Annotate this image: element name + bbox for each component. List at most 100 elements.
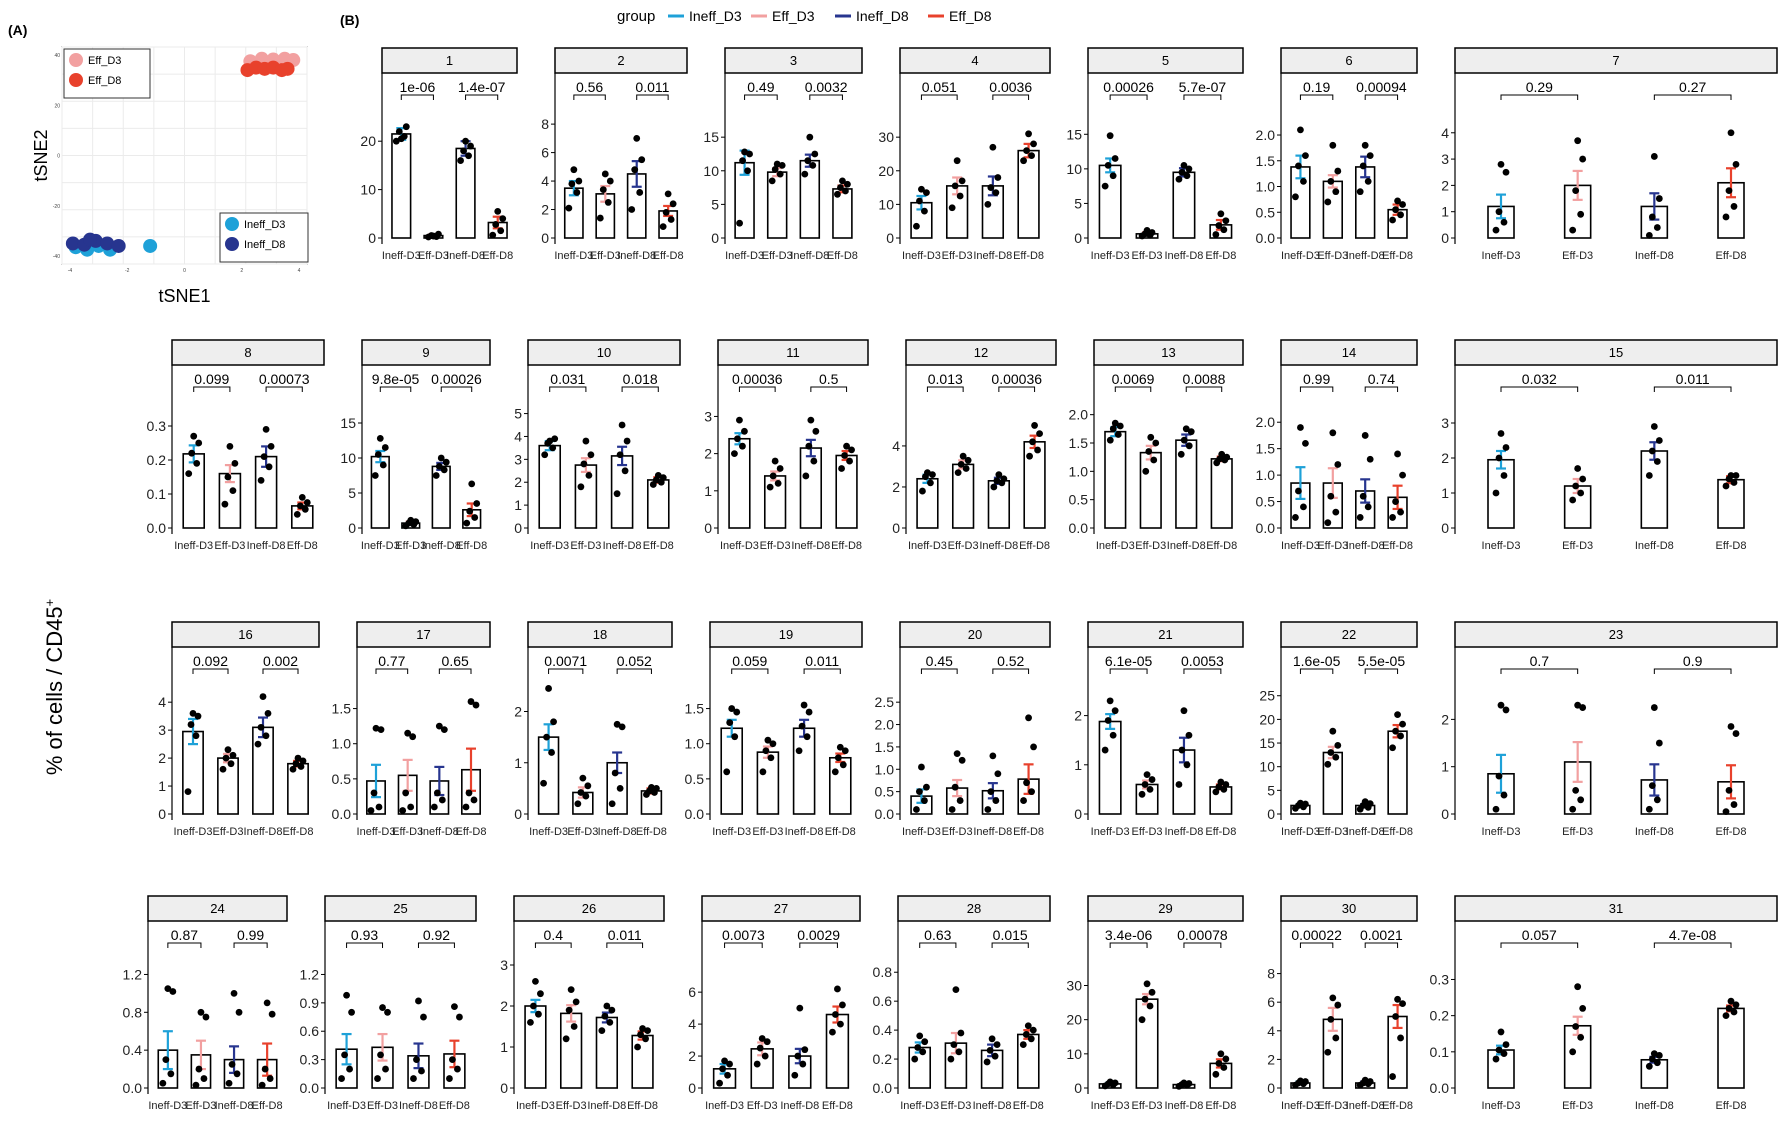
data-point bbox=[957, 460, 965, 468]
data-point bbox=[913, 222, 920, 230]
facet-y-tick-label: 30 bbox=[878, 129, 894, 145]
facet-x-tick-label: Eff-D8 bbox=[1019, 540, 1050, 552]
data-point bbox=[1732, 730, 1740, 737]
facet-title: 20 bbox=[968, 627, 982, 642]
data-point bbox=[636, 189, 644, 196]
tsne-x-tick: -4 bbox=[68, 268, 73, 274]
data-point bbox=[468, 480, 476, 488]
facet-x-tick-label: Ineff-D8 bbox=[1346, 1100, 1385, 1112]
facet-x-tick-label: Eff-D3 bbox=[1317, 826, 1348, 838]
facet-strip bbox=[717, 339, 869, 366]
data-point bbox=[226, 443, 234, 450]
p-value-left-bracket bbox=[926, 386, 964, 392]
data-point bbox=[1727, 997, 1735, 1005]
data-point bbox=[532, 978, 539, 985]
data-point bbox=[169, 988, 177, 995]
p-value-right-label: 0.0032 bbox=[805, 79, 848, 95]
p-value-right-bracket bbox=[803, 668, 841, 674]
p-value-left-label: 0.057 bbox=[1522, 927, 1557, 943]
data-point bbox=[409, 733, 417, 741]
data-point bbox=[918, 185, 925, 193]
facet-y-tick-label: 15 bbox=[1066, 126, 1082, 142]
data-point bbox=[1577, 1033, 1585, 1041]
data-point bbox=[1492, 805, 1500, 813]
data-point bbox=[669, 200, 677, 208]
p-value-right-bracket bbox=[799, 942, 838, 948]
data-point bbox=[1180, 162, 1188, 169]
data-point bbox=[1653, 796, 1661, 804]
facet-x-tick-label: Eff-D3 bbox=[556, 1100, 587, 1112]
p-value-right-label: 0.52 bbox=[997, 653, 1024, 669]
data-point bbox=[371, 472, 379, 479]
data-point bbox=[618, 723, 626, 731]
facet-x-tick-label: Ineff-D8 bbox=[1346, 540, 1385, 552]
facet-x-tick-label: Eff-D8 bbox=[482, 250, 513, 262]
p-value-left-label: 0.87 bbox=[171, 927, 198, 943]
data-point bbox=[1104, 717, 1112, 724]
data-point bbox=[953, 157, 961, 165]
data-point bbox=[1138, 790, 1146, 798]
p-value-right-bracket bbox=[262, 668, 299, 674]
p-value-left-bracket bbox=[534, 942, 572, 948]
data-point bbox=[995, 471, 1003, 479]
data-point bbox=[471, 514, 479, 521]
bar bbox=[1387, 730, 1408, 815]
data-point bbox=[346, 1065, 353, 1073]
data-point bbox=[224, 746, 232, 754]
data-point bbox=[1356, 188, 1364, 196]
facet-y-tick-label: 2.0 bbox=[875, 717, 895, 733]
data-point bbox=[733, 708, 741, 716]
p-value-right-label: 0.0053 bbox=[1181, 653, 1224, 669]
tsne-x-tick: 2 bbox=[240, 268, 243, 274]
facet-y-tick-label: 2 bbox=[704, 446, 712, 462]
data-point bbox=[769, 740, 777, 748]
data-point bbox=[407, 516, 415, 524]
data-point bbox=[923, 783, 930, 791]
data-point bbox=[916, 197, 923, 205]
data-point bbox=[164, 985, 172, 993]
p-value-right-label: 0.99 bbox=[237, 927, 264, 943]
facet-x-tick-label: Ineff-D3 bbox=[530, 540, 569, 552]
data-point bbox=[1732, 160, 1740, 168]
p-value-right-bracket bbox=[1653, 668, 1732, 674]
data-point bbox=[1111, 155, 1119, 162]
data-point bbox=[1327, 177, 1335, 185]
facet-y-tick-label: 0.0 bbox=[123, 1080, 143, 1096]
p-value-right-bracket bbox=[998, 386, 1036, 392]
bar bbox=[1135, 998, 1159, 1089]
data-point bbox=[1497, 160, 1505, 168]
p-value-right-bracket bbox=[417, 942, 455, 948]
data-point bbox=[374, 451, 382, 458]
data-point bbox=[848, 446, 855, 454]
facet-y-tick-label: 5 bbox=[1267, 782, 1275, 798]
facet-16: 16 0 1 2 3 4 Ineff-D3 Eff-D3 Ineff-D8 Eff-D8 0.092… bbox=[158, 621, 320, 838]
data-point bbox=[1215, 222, 1223, 229]
facet-x-tick-label: Eff-D8 bbox=[822, 1100, 853, 1112]
data-point bbox=[577, 483, 585, 491]
p-value-left-label: 0.0071 bbox=[544, 653, 587, 669]
facet-y-tick-label: 0 bbox=[1441, 520, 1449, 536]
data-point bbox=[1366, 152, 1374, 160]
data-point bbox=[540, 779, 547, 787]
facet-x-tick-label: Ineff-D8 bbox=[785, 826, 824, 838]
data-point bbox=[841, 452, 848, 459]
data-point bbox=[774, 479, 782, 487]
bar bbox=[916, 477, 939, 529]
p-value-right-bracket bbox=[1183, 942, 1222, 948]
facet-title: 24 bbox=[210, 901, 224, 916]
data-point bbox=[456, 1013, 463, 1021]
facet-y-tick-label: 0 bbox=[514, 806, 522, 822]
facet-x-tick-label: Ineff-D8 bbox=[1167, 540, 1206, 552]
facet-x-tick-label: Ineff-D3 bbox=[357, 826, 396, 838]
facet-title: 12 bbox=[974, 345, 988, 360]
facet-y-tick-label: 2 bbox=[1441, 711, 1449, 727]
data-point bbox=[807, 416, 815, 424]
data-point bbox=[1648, 213, 1656, 221]
data-point bbox=[794, 1052, 802, 1060]
data-point bbox=[721, 1057, 728, 1065]
data-point bbox=[731, 450, 738, 458]
data-point bbox=[1650, 153, 1658, 160]
data-point bbox=[1180, 436, 1188, 444]
facet-x-tick-label: Ineff-D3 bbox=[1482, 1100, 1521, 1112]
